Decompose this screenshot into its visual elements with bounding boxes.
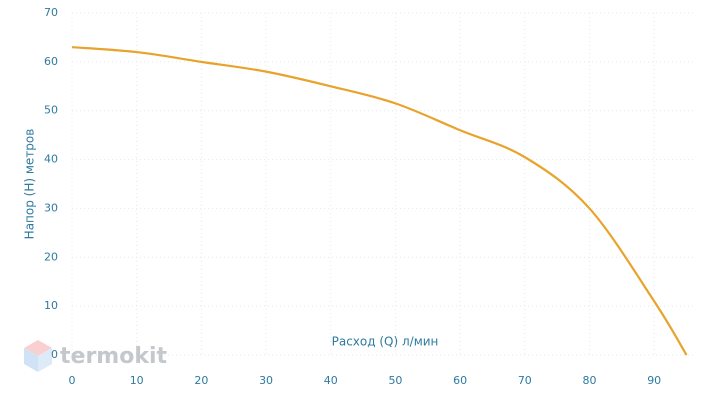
y-tick-label: 10 — [44, 299, 58, 312]
x-tick-label: 60 — [453, 374, 467, 387]
x-tick-label: 30 — [259, 374, 273, 387]
line — [71, 46, 688, 356]
y-tick-label: 40 — [44, 153, 58, 166]
x-tick-label: 70 — [518, 374, 532, 387]
watermark: termokit — [60, 344, 167, 369]
x-tick-label: 10 — [130, 374, 144, 387]
y-tick-label: 0 — [51, 348, 58, 361]
x-tick-label: 90 — [647, 374, 661, 387]
y-tick-label: 20 — [44, 250, 58, 263]
y-axis-title: Напор (Н) метров — [23, 129, 37, 240]
x-tick-label: 0 — [69, 374, 76, 387]
x-tick-label: 80 — [583, 374, 597, 387]
x-tick-label: 40 — [324, 374, 338, 387]
y-tick-label: 50 — [44, 104, 58, 117]
y-tick-label: 70 — [44, 6, 58, 19]
x-tick-label: 50 — [388, 374, 402, 387]
x-axis-title: Расход (Q) л/мин — [332, 335, 439, 349]
watermark-logo — [24, 340, 52, 372]
x-tick-label: 20 — [194, 374, 208, 387]
y-tick-label: 30 — [44, 201, 58, 214]
y-tick-label: 60 — [44, 55, 58, 68]
